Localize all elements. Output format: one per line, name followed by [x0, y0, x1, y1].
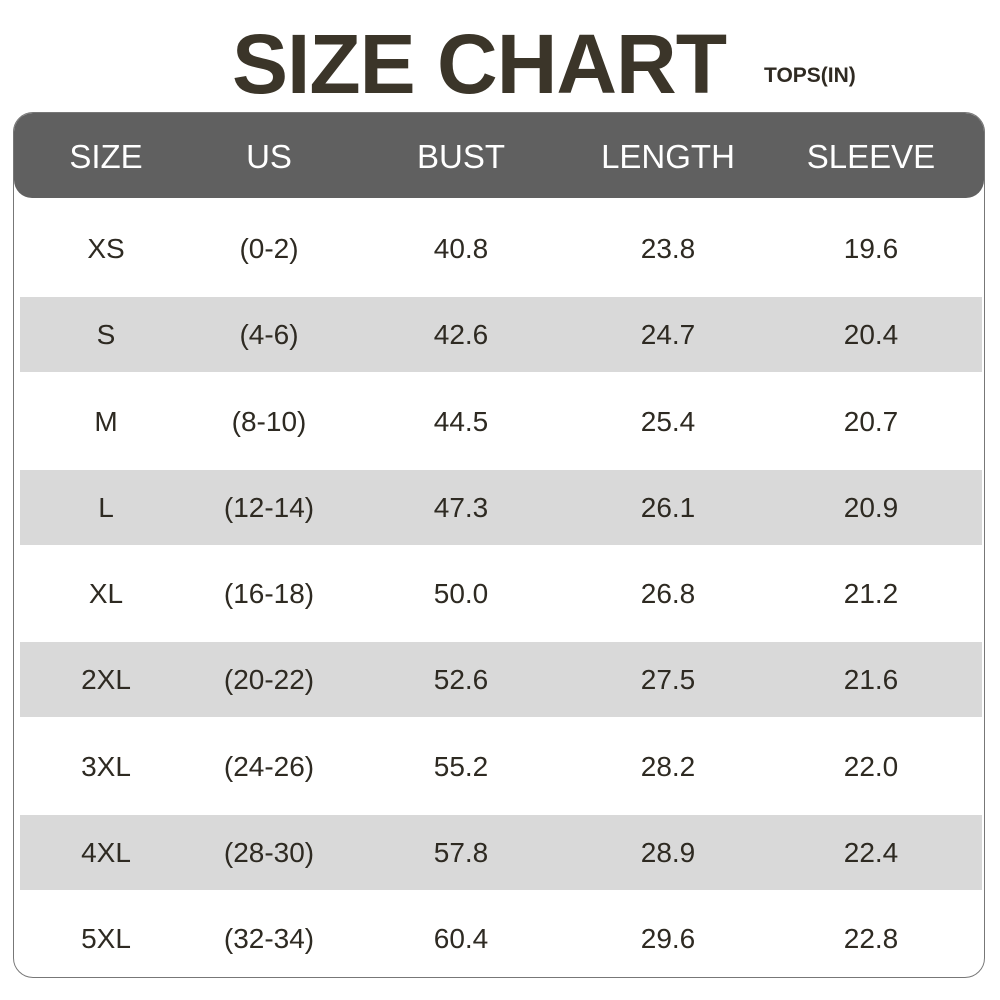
- cell-length: 25.4: [640, 405, 696, 437]
- cell-bust: 50.0: [433, 578, 489, 609]
- cell-us: (4-6): [239, 319, 299, 351]
- cell-sleeve: 20.9: [843, 491, 899, 523]
- cell-us: (12-14): [223, 491, 315, 523]
- cell-length: 23.8: [640, 233, 696, 264]
- row-stripe: [20, 814, 982, 890]
- column-header-size: SIZE: [69, 138, 143, 175]
- cell-bust: 47.3: [433, 491, 489, 523]
- column-header-bust: BUST: [416, 138, 506, 175]
- cell-size: 4XL: [81, 836, 131, 868]
- column-header-sleeve: SLEEVE: [806, 138, 936, 175]
- cell-size: 5XL: [81, 923, 131, 954]
- cell-sleeve: 20.7: [843, 405, 899, 437]
- cell-length: 26.1: [640, 491, 696, 523]
- unit-label: TOPS(IN): [764, 64, 856, 87]
- cell-length: 27.5: [640, 664, 696, 696]
- cell-sleeve: 22.4: [843, 836, 899, 868]
- cell-sleeve: 21.2: [843, 578, 899, 609]
- cell-size: L: [98, 491, 114, 523]
- cell-size: S: [96, 319, 116, 351]
- cell-us: (0-2): [239, 233, 299, 264]
- row-stripe: [20, 642, 982, 718]
- page-title: SIZE CHART: [232, 17, 727, 111]
- cell-us: (20-22): [223, 664, 315, 696]
- size-table: SIZE US BUST LENGTH SLEEVE XS (0-2) 40.8 23.8 19…: [13, 112, 985, 978]
- cell-bust: 42.6: [433, 319, 489, 351]
- cell-length: 26.8: [640, 578, 696, 609]
- row-stripe: [20, 297, 982, 373]
- cell-length: 29.6: [640, 923, 696, 954]
- cell-us: (32-34): [223, 923, 315, 954]
- cell-length: 28.9: [640, 836, 696, 868]
- cell-size: 3XL: [81, 750, 131, 782]
- cell-size: M: [94, 405, 118, 437]
- cell-size: XL: [88, 578, 124, 609]
- cell-bust: 60.4: [433, 923, 489, 954]
- cell-bust: 57.8: [433, 836, 489, 868]
- cell-sleeve: 21.6: [843, 664, 899, 696]
- row-stripe: [20, 469, 982, 545]
- cell-us: (24-26): [223, 750, 315, 782]
- cell-bust: 55.2: [433, 750, 489, 782]
- cell-us: (16-18): [223, 578, 315, 609]
- cell-sleeve: 20.4: [843, 319, 899, 351]
- cell-length: 24.7: [640, 319, 696, 351]
- cell-bust: 52.6: [433, 664, 489, 696]
- cell-sleeve: 19.6: [843, 233, 899, 264]
- cell-bust: 40.8: [433, 233, 489, 264]
- cell-sleeve: 22.8: [843, 923, 899, 954]
- cell-size: XS: [87, 233, 125, 264]
- column-header-us: US: [246, 138, 292, 175]
- cell-length: 28.2: [640, 750, 696, 782]
- cell-size: 2XL: [81, 664, 131, 696]
- cell-bust: 44.5: [433, 405, 489, 437]
- cell-sleeve: 22.0: [843, 750, 899, 782]
- cell-us: (28-30): [223, 836, 315, 868]
- cell-us: (8-10): [231, 405, 307, 437]
- column-header-length: LENGTH: [601, 138, 735, 175]
- table-header: SIZE US BUST LENGTH SLEEVE: [14, 113, 984, 198]
